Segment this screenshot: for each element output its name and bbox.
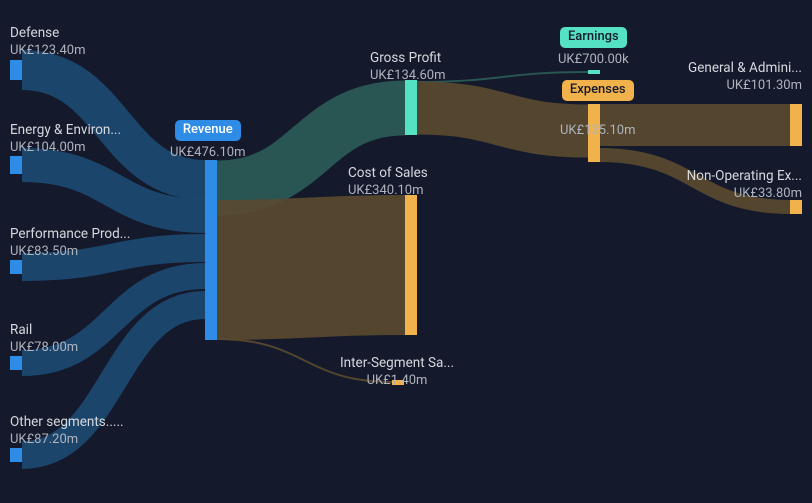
sankey-node-cost_sales[interactable] [405, 195, 417, 335]
sankey-link [217, 265, 405, 270]
node-label-rail: RailUK£78.00m [10, 322, 78, 356]
pill-expenses: Expenses [562, 80, 634, 101]
node-label-nonop: Non-Operating Ex...UK£33.80m [687, 168, 802, 202]
node-label-expenses: ExpensesUK£135.10m [560, 80, 636, 140]
sankey-node-earnings[interactable] [588, 70, 600, 74]
node-label-earnings: EarningsUK£700.00k [558, 27, 629, 69]
node-label-other: Other segments.....UK£87.20m [10, 414, 124, 448]
node-label-energy: Energy & Environ...UK£104.00m [10, 122, 121, 156]
node-label-revenue: RevenueUK£476.10m [170, 120, 246, 162]
sankey-node-revenue[interactable] [205, 160, 217, 340]
sankey-node-perf[interactable] [10, 260, 22, 274]
node-label-cost_sales: Cost of SalesUK£340.10m [348, 165, 428, 199]
sankey-node-gross[interactable] [405, 80, 417, 135]
pill-revenue: Revenue [175, 120, 241, 141]
sankey-node-gen_admin[interactable] [790, 104, 802, 146]
sankey-node-defense[interactable] [10, 60, 22, 80]
node-label-gross: Gross ProfitUK£134.60m [370, 50, 446, 84]
node-label-inter: Inter-Segment Sa...UK£1.40m [340, 355, 454, 389]
node-label-gen_admin: General & Admini...UK£101.30m [688, 60, 802, 94]
node-label-defense: DefenseUK£123.40m [10, 25, 86, 59]
sankey-node-rail[interactable] [10, 356, 22, 370]
node-label-perf: Performance Prod...UK£83.50m [10, 226, 130, 260]
pill-earnings: Earnings [560, 27, 627, 48]
sankey-node-other[interactable] [10, 448, 22, 462]
sankey-chart: DefenseUK£123.40m Energy & Environ...UK£1… [0, 0, 812, 503]
sankey-node-energy[interactable] [10, 156, 22, 174]
